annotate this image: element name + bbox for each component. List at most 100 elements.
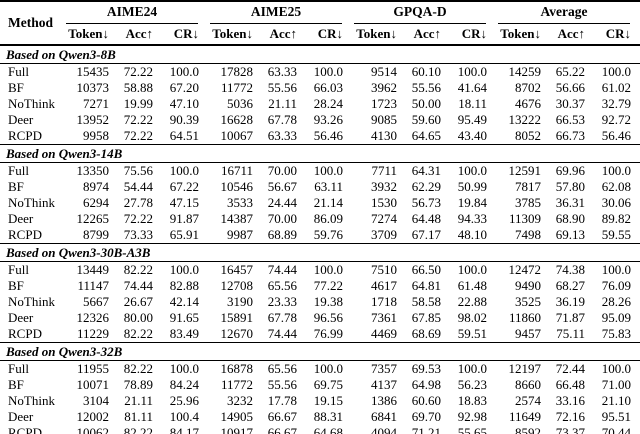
cell-acc: 67.85 <box>411 309 441 325</box>
cell-cr: 92.72 <box>601 111 632 127</box>
table-row: RCPD 11229 82.22 83.49 12670 74.44 76.99 4469 68… <box>0 326 640 343</box>
group-header-row: Method AIME24 AIME25 GPQA-D Average <box>0 1 640 29</box>
cell-token: 3232 <box>227 392 253 408</box>
cell-acc: 64.98 <box>411 376 441 392</box>
metric-header-cr: CR↓ <box>317 26 343 41</box>
cell-acc: 74.44 <box>123 277 153 293</box>
cell-acc: 81.11 <box>124 408 153 424</box>
cell-cr: 56.23 <box>457 376 487 392</box>
cell-acc: 27.78 <box>123 194 153 210</box>
cell-token: 4094 <box>371 424 397 434</box>
metric-header-token: Token↓ <box>68 26 109 41</box>
cell-token: 12197 <box>508 360 542 376</box>
section-4: Based on Qwen3-32B Full 11955 82.22 100.0 168… <box>0 342 640 434</box>
method-cell: Deer <box>8 408 34 424</box>
metric-header-cr: CR↓ <box>461 26 487 41</box>
cell-cr: 100.0 <box>313 63 343 79</box>
cell-token: 6294 <box>83 194 109 210</box>
cell-acc: 50.00 <box>411 95 441 111</box>
cell-token: 7357 <box>371 360 397 376</box>
cell-cr: 100.0 <box>457 360 487 376</box>
cell-token: 5667 <box>83 293 109 309</box>
section-1: Based on Qwen3-8B Full 15435 72.22 100.0 1782… <box>0 44 640 145</box>
cell-token: 1718 <box>371 293 397 309</box>
section-title: Based on Qwen3-30B-A3B <box>6 244 151 260</box>
table-row: Deer 13952 72.22 90.39 16628 67.78 93.26 9085 59… <box>0 112 640 128</box>
method-cell: Full <box>8 162 29 178</box>
cell-cr: 47.10 <box>169 95 199 111</box>
table-header: Method AIME24 AIME25 GPQA-D Average Token↓ A… <box>0 1 640 45</box>
cell-cr: 47.15 <box>169 194 199 210</box>
cell-token: 3104 <box>83 392 109 408</box>
cell-cr: 100.0 <box>457 261 487 277</box>
cell-token: 11772 <box>220 376 253 392</box>
table-row: NoThink 7271 19.99 47.10 5036 21.11 28.24 1723 5… <box>0 96 640 112</box>
cell-acc: 54.44 <box>123 178 153 194</box>
cell-acc: 73.37 <box>555 424 585 434</box>
cell-token: 12670 <box>220 325 254 341</box>
cell-token: 11649 <box>508 408 541 424</box>
cell-token: 8592 <box>515 424 541 434</box>
table-row: NoThink 3104 21.11 25.96 3232 17.78 19.15 1386 6… <box>0 393 640 409</box>
cell-cr: 92.98 <box>457 408 487 424</box>
cell-acc: 72.16 <box>555 408 585 424</box>
cell-cr: 88.31 <box>313 408 343 424</box>
cell-cr: 100.0 <box>313 360 343 376</box>
cell-acc: 66.67 <box>267 424 297 434</box>
cell-token: 10071 <box>76 376 110 392</box>
cell-token: 6841 <box>371 408 397 424</box>
cell-cr: 76.09 <box>601 277 632 293</box>
cell-token: 16457 <box>220 261 254 277</box>
cell-token: 13449 <box>76 261 110 277</box>
cell-cr: 100.0 <box>313 261 343 277</box>
cell-cr: 82.88 <box>169 277 199 293</box>
cell-acc: 66.50 <box>411 261 441 277</box>
cell-acc: 58.58 <box>411 293 441 309</box>
cell-acc: 68.27 <box>555 277 585 293</box>
cell-acc: 70.00 <box>267 210 297 226</box>
cell-token: 10373 <box>76 79 110 95</box>
method-cell: Full <box>8 261 29 277</box>
cell-token: 3525 <box>515 293 541 309</box>
cell-acc: 75.11 <box>556 325 585 341</box>
cell-cr: 19.38 <box>313 293 343 309</box>
cell-acc: 69.70 <box>411 408 441 424</box>
method-cell: NoThink <box>8 95 55 111</box>
group-header-label: Average <box>498 2 631 24</box>
cell-cr: 43.40 <box>457 127 487 143</box>
cell-acc: 21.11 <box>268 95 297 111</box>
cell-acc: 64.48 <box>411 210 441 226</box>
cell-acc: 65.56 <box>267 360 297 376</box>
cell-acc: 23.33 <box>267 293 297 309</box>
cell-acc: 55.56 <box>267 79 297 95</box>
cell-acc: 64.65 <box>411 127 441 143</box>
cell-cr: 50.99 <box>457 178 487 194</box>
table-row: Full 11955 82.22 100.0 16878 65.56 100.0 7357 69… <box>0 360 640 377</box>
cell-cr: 86.09 <box>313 210 343 226</box>
cell-acc: 73.33 <box>123 226 153 242</box>
cell-cr: 61.48 <box>457 277 487 293</box>
cell-token: 13952 <box>76 111 110 127</box>
cell-token: 8799 <box>83 226 109 242</box>
cell-token: 11309 <box>508 210 541 226</box>
cell-acc: 74.44 <box>267 261 297 277</box>
method-cell: Deer <box>8 111 34 127</box>
cell-token: 3533 <box>227 194 253 210</box>
method-cell: RCPD <box>8 325 42 341</box>
cell-acc: 30.37 <box>555 95 585 111</box>
cell-cr: 32.79 <box>601 95 632 111</box>
cell-acc: 74.44 <box>267 325 297 341</box>
table-row: RCPD 10062 82.22 84.17 10917 66.67 64.68 4094 71… <box>0 425 640 434</box>
cell-acc: 21.11 <box>124 392 153 408</box>
method-cell: RCPD <box>8 424 42 434</box>
cell-acc: 80.00 <box>123 309 153 325</box>
cell-acc: 82.22 <box>123 360 153 376</box>
method-cell: BF <box>8 178 24 194</box>
cell-token: 12326 <box>76 309 110 325</box>
cell-token: 15435 <box>76 63 110 79</box>
cell-token: 7711 <box>371 162 397 178</box>
cell-token: 4469 <box>371 325 397 341</box>
method-cell: Full <box>8 360 29 376</box>
cell-acc: 72.22 <box>123 63 153 79</box>
